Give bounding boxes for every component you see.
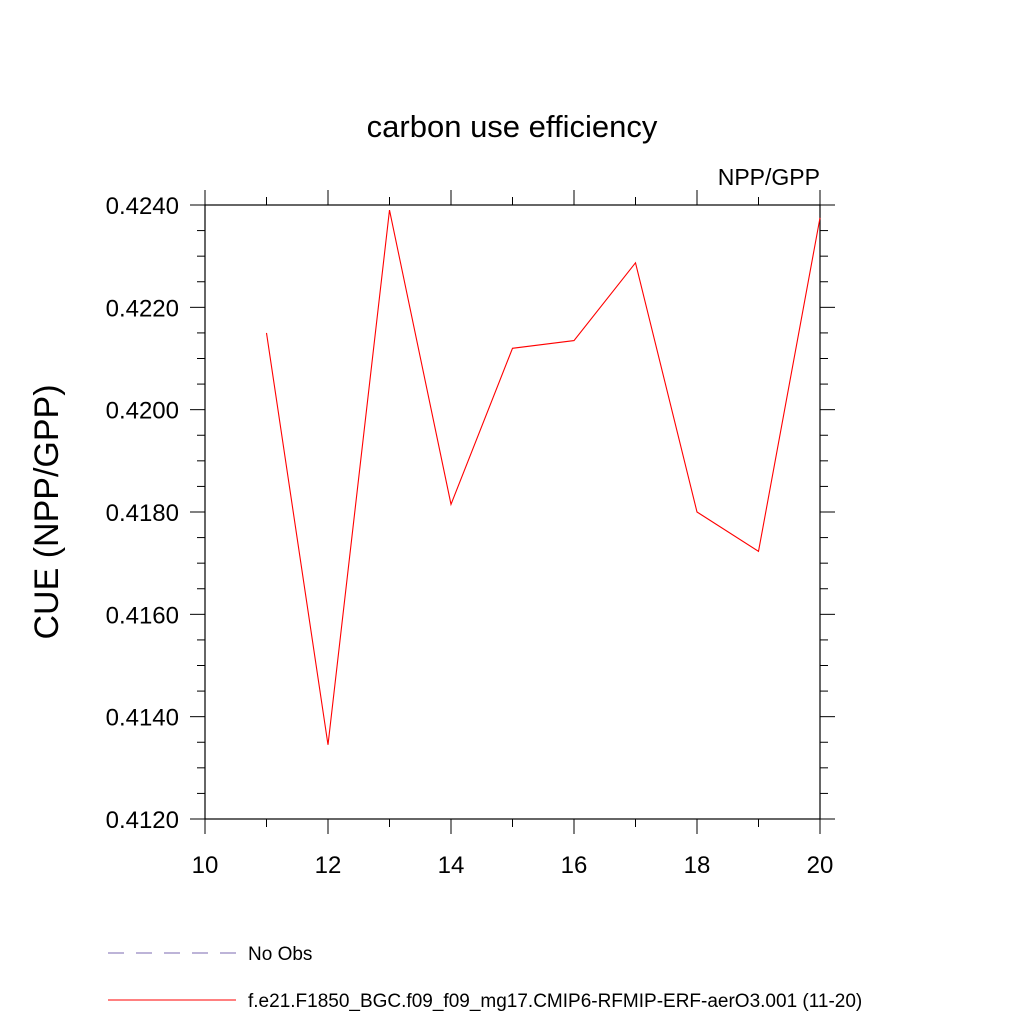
series-layer — [265, 209, 821, 745]
legend-label: f.e21.F1850_BGC.f09_f09_mg17.CMIP6-RFMIP… — [248, 991, 862, 1012]
y-tick-label: 0.4140 — [106, 705, 179, 732]
x-tick-label: 20 — [807, 852, 834, 879]
y-tick-label: 0.4200 — [106, 398, 179, 425]
y-tick-label: 0.4180 — [106, 500, 179, 527]
y-axis-label: CUE (NPP/GPP) — [28, 384, 66, 639]
legend: No Obs f.e21.F1850_BGC.f09_f09_mg17.CMIP6… — [108, 944, 862, 1012]
x-tick-label: 12 — [315, 852, 342, 879]
plot-frame — [204, 204, 821, 820]
y-tick-label: 0.4220 — [106, 295, 179, 322]
series-line — [265, 209, 821, 745]
chart-subtitle: NPP/GPP — [718, 164, 820, 190]
x-tick-label: 18 — [684, 852, 711, 879]
x-tick-label: 16 — [561, 852, 588, 879]
y-tick-label: 0.4240 — [106, 193, 179, 220]
x-tick-label: 10 — [192, 852, 219, 879]
y-tick-label: 0.4120 — [106, 807, 179, 834]
chart-title: carbon use efficiency — [367, 109, 658, 144]
legend-label: No Obs — [248, 944, 312, 965]
axes: 10 12 14 16 18 20 0.4120 0.4140 0.4160 0.4180 0.42… — [106, 190, 835, 879]
y-tick-label: 0.4160 — [106, 602, 179, 629]
x-tick-label: 14 — [438, 852, 465, 879]
